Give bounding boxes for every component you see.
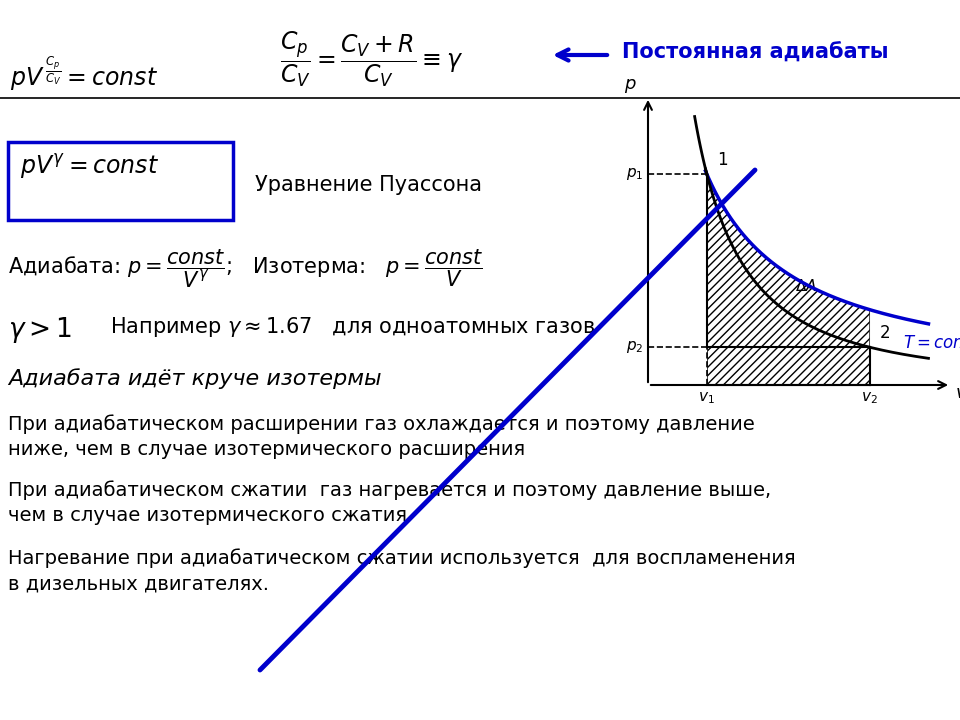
Text: При адиабатическом сжатии  газ нагревается и поэтому давление выше,: При адиабатическом сжатии газ нагреваетс… xyxy=(8,480,771,500)
Text: $v_1$: $v_1$ xyxy=(699,390,715,405)
Text: $p$: $p$ xyxy=(624,77,636,95)
Text: чем в случае изотермического сжатия: чем в случае изотермического сжатия xyxy=(8,506,407,525)
Polygon shape xyxy=(707,174,870,347)
Text: Адиабата: $p = \dfrac{const}{V^{\gamma}}$;   Изотерма:   $p = \dfrac{const}{V}$: Адиабата: $p = \dfrac{const}{V^{\gamma}}… xyxy=(8,248,484,290)
Text: Например $\gamma \approx 1.67$   для одноатомных газов: Например $\gamma \approx 1.67$ для одноа… xyxy=(110,315,595,339)
Text: $pV^{\,\frac{C_p}{C_V}} = const$: $pV^{\,\frac{C_p}{C_V}} = const$ xyxy=(10,55,158,94)
Text: $p_1$: $p_1$ xyxy=(626,166,643,182)
Text: $v_2$: $v_2$ xyxy=(861,390,878,405)
Text: Адиабата идёт круче изотермы: Адиабата идёт круче изотермы xyxy=(8,368,382,389)
Text: $\dfrac{C_p}{C_V} = \dfrac{C_V + R}{C_V} \equiv \gamma$: $\dfrac{C_p}{C_V} = \dfrac{C_V + R}{C_V}… xyxy=(280,30,464,89)
Text: Постоянная адиабаты: Постоянная адиабаты xyxy=(622,42,889,63)
Text: 2: 2 xyxy=(879,324,890,342)
Text: $T{=}const$: $T{=}const$ xyxy=(903,334,960,352)
Polygon shape xyxy=(707,347,870,385)
Text: в дизельных двигателях.: в дизельных двигателях. xyxy=(8,574,269,593)
Bar xyxy=(8,142,233,220)
Text: Нагревание при адиабатическом сжатии используется  для воспламенения: Нагревание при адиабатическом сжатии исп… xyxy=(8,548,796,567)
Text: 1: 1 xyxy=(717,151,728,169)
Text: При адиабатическом расширении газ охлаждается и поэтому давление: При адиабатическом расширении газ охлажд… xyxy=(8,414,755,433)
Text: ниже, чем в случае изотермического расширения: ниже, чем в случае изотермического расши… xyxy=(8,440,525,459)
Text: $\gamma > 1$: $\gamma > 1$ xyxy=(8,315,72,345)
Polygon shape xyxy=(707,174,870,347)
Text: $\Delta A$: $\Delta A$ xyxy=(795,277,816,294)
Text: $v$: $v$ xyxy=(955,384,960,402)
Text: $pV^{\gamma} = const$: $pV^{\gamma} = const$ xyxy=(20,152,159,181)
Text: $p_2$: $p_2$ xyxy=(626,339,643,355)
Text: Уравнение Пуассона: Уравнение Пуассона xyxy=(255,175,482,195)
